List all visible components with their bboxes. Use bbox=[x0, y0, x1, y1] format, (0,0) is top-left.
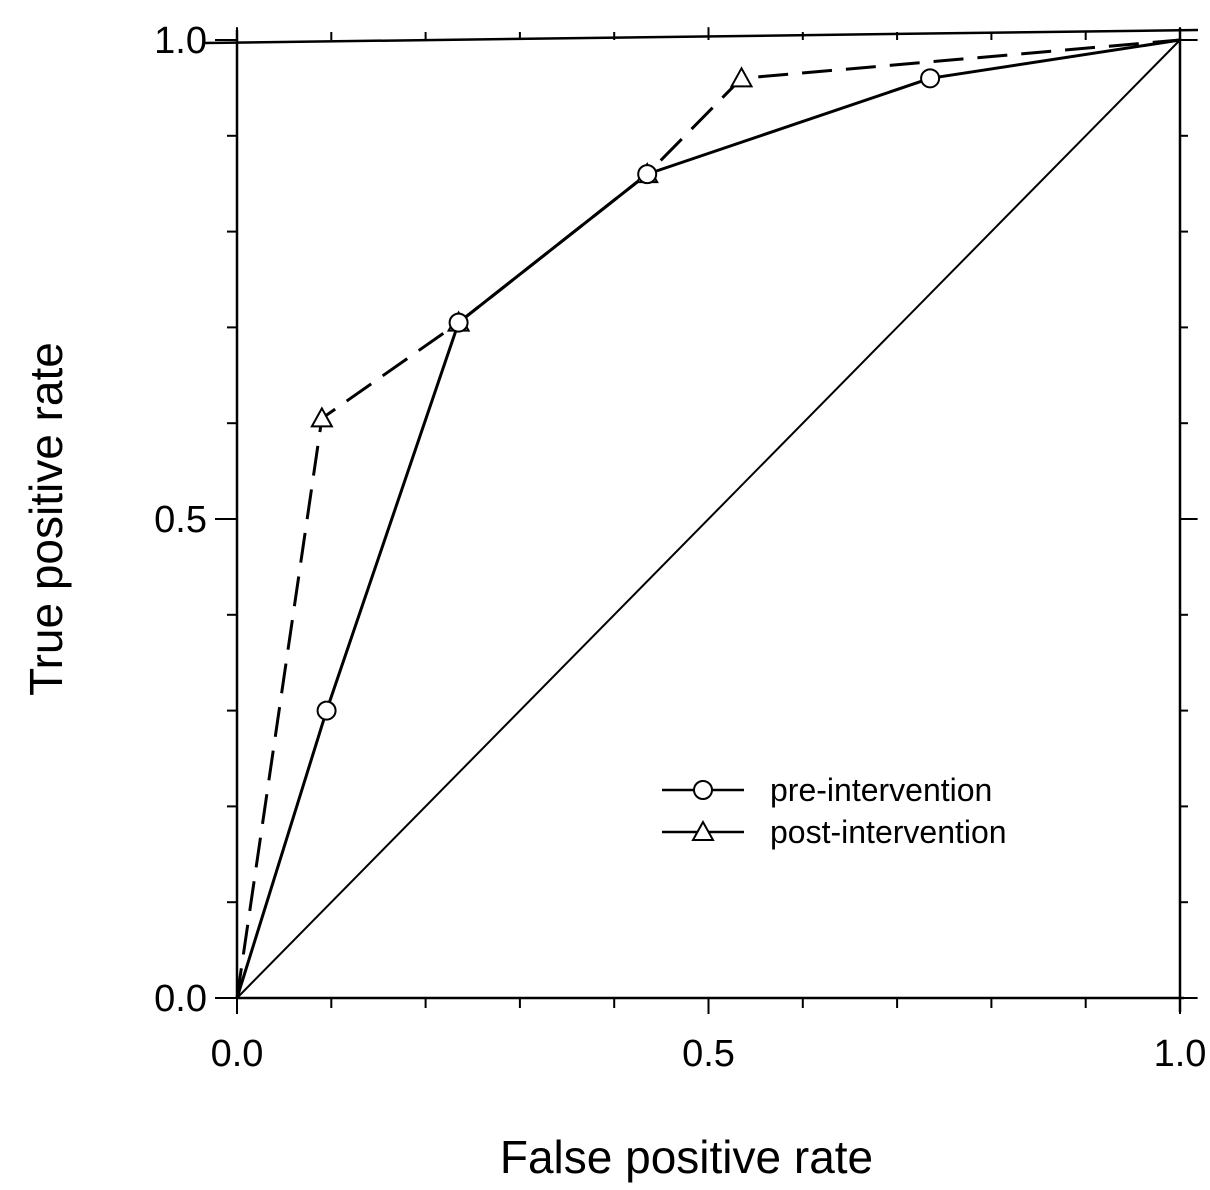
axis-titles: False positive rate True positive rate bbox=[20, 342, 873, 1183]
triangle-marker bbox=[310, 406, 334, 428]
x-tick-label: 0.5 bbox=[682, 1033, 735, 1075]
triangle-marker bbox=[691, 819, 715, 841]
legend-label: post-intervention bbox=[770, 814, 1007, 850]
circle-marker bbox=[637, 164, 658, 185]
post-intervention-line bbox=[235, 38, 1181, 999]
series-markers bbox=[310, 66, 941, 721]
legend-label: pre-intervention bbox=[770, 772, 992, 808]
plot-frame bbox=[204, 28, 1199, 1012]
top-border-line bbox=[204, 28, 1199, 45]
series-lines bbox=[235, 38, 1181, 999]
y-tick-label: 0.5 bbox=[154, 499, 207, 541]
x-axis-title: False positive rate bbox=[500, 1131, 873, 1183]
y-tick-label: 0.0 bbox=[154, 978, 207, 1020]
circle-marker bbox=[920, 68, 941, 89]
circle-marker bbox=[693, 780, 713, 800]
tick-labels: 0.0 0.5 1.0 0.0 0.5 1.0 bbox=[154, 20, 1206, 1075]
chance-diagonal-line bbox=[236, 39, 1181, 999]
minor-ticks bbox=[215, 27, 1198, 1014]
circle-marker bbox=[316, 700, 337, 721]
circle-marker bbox=[448, 312, 469, 333]
reference-diagonal bbox=[236, 39, 1181, 999]
x-tick-label: 0.0 bbox=[211, 1033, 264, 1075]
legend: pre-intervention post-intervention bbox=[662, 772, 1007, 850]
pre-intervention-line bbox=[235, 38, 1181, 999]
y-axis-title: True positive rate bbox=[20, 342, 72, 696]
x-tick-label: 1.0 bbox=[1154, 1033, 1207, 1075]
triangle-marker bbox=[729, 66, 754, 88]
y-tick-label: 1.0 bbox=[154, 20, 207, 62]
